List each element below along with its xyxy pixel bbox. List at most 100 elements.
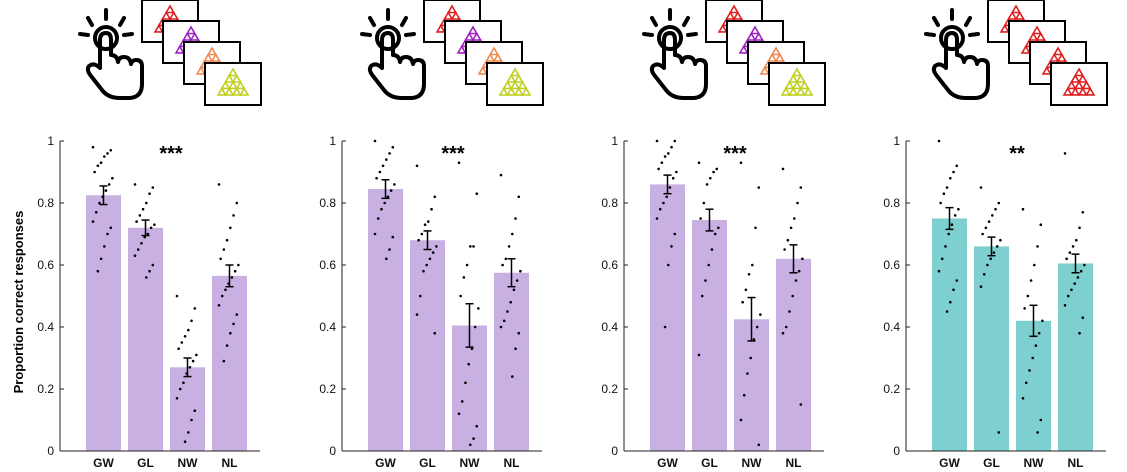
data-point [955, 164, 959, 168]
data-point [225, 238, 229, 242]
data-point [457, 412, 461, 416]
data-point [1068, 251, 1072, 254]
data-point [1031, 356, 1034, 360]
data-point [670, 145, 673, 149]
x-tick-label: NL [504, 456, 520, 470]
data-point [663, 325, 667, 329]
data-point [995, 245, 999, 248]
data-point [699, 217, 702, 220]
data-point [673, 139, 677, 143]
data-point [415, 313, 419, 316]
tap-gesture-icon [642, 8, 708, 100]
error-bar-NW [1029, 304, 1038, 338]
data-point [655, 217, 659, 220]
data-point [759, 313, 762, 316]
data-point [98, 201, 101, 205]
data-point [391, 235, 395, 239]
y-tick-label: 0.2 [37, 382, 54, 396]
data-point [224, 288, 227, 292]
data-point [230, 276, 234, 279]
data-point [175, 294, 179, 298]
error-bar-GW [99, 185, 108, 206]
data-point [427, 220, 430, 223]
data-point [232, 214, 235, 217]
data-point [749, 356, 752, 360]
data-point [103, 245, 106, 248]
data-point [991, 214, 994, 217]
data-point [376, 217, 380, 220]
data-point [385, 257, 388, 261]
data-point [467, 362, 470, 366]
data-point [177, 347, 180, 351]
bar-GW [650, 184, 685, 451]
error-bar-NL [1071, 253, 1080, 274]
data-point [91, 145, 95, 149]
chart-panel-2: GW GL NW NL 0 0.2 0.4 0.6 0.8 1 *** [319, 0, 544, 470]
tap-gesture-icon [924, 8, 990, 100]
data-point [786, 238, 790, 242]
data-point [502, 319, 506, 323]
data-point [140, 242, 143, 245]
error-bar-NW [183, 357, 192, 378]
data-point [514, 217, 517, 220]
data-point [797, 269, 801, 273]
data-point [986, 263, 989, 267]
data-point [133, 254, 137, 257]
data-point [138, 214, 142, 217]
data-point [952, 288, 955, 292]
y-tick-label: 0 [329, 444, 336, 458]
data-point [217, 304, 221, 307]
bar-NL [494, 272, 529, 451]
data-point [470, 347, 474, 351]
data-point [1066, 294, 1070, 298]
data-point [514, 347, 517, 351]
data-point [431, 251, 435, 254]
data-point [1028, 369, 1031, 372]
data-point [469, 443, 472, 447]
data-point [472, 245, 475, 248]
data-point [1036, 245, 1039, 248]
y-tick-label: 0 [893, 444, 900, 458]
data-point [754, 226, 757, 230]
data-point [717, 226, 720, 230]
data-point [188, 366, 192, 369]
data-point [992, 251, 996, 254]
data-point [1063, 304, 1067, 307]
data-point [111, 176, 114, 180]
data-point [949, 176, 952, 180]
data-point [1039, 223, 1043, 226]
data-point [512, 288, 516, 292]
data-point [148, 269, 151, 273]
data-point [783, 248, 786, 251]
data-point [952, 170, 955, 174]
error-bar-NL [789, 244, 798, 274]
data-point [151, 263, 155, 267]
data-point [1021, 397, 1025, 400]
data-point [222, 359, 226, 363]
data-point [955, 279, 959, 282]
data-point [944, 245, 947, 248]
x-tick-label: NW [742, 456, 763, 470]
data-point [99, 257, 103, 261]
data-point [133, 183, 137, 186]
data-point [106, 232, 109, 236]
y-tick-label: 0.2 [883, 382, 900, 396]
data-point [1073, 282, 1076, 285]
data-point [388, 152, 391, 155]
data-point [700, 294, 704, 298]
data-point [1034, 344, 1038, 347]
data-point [511, 375, 514, 378]
data-point [710, 248, 714, 251]
data-point [388, 248, 391, 251]
data-point [945, 310, 949, 313]
data-point [96, 164, 100, 168]
data-point [393, 183, 396, 186]
bar-NW [170, 367, 205, 451]
data-point [1081, 316, 1085, 320]
data-point [511, 232, 514, 236]
data-point [375, 176, 378, 180]
triangle-pattern [498, 67, 532, 96]
data-point [217, 183, 221, 186]
data-point [1063, 152, 1067, 155]
